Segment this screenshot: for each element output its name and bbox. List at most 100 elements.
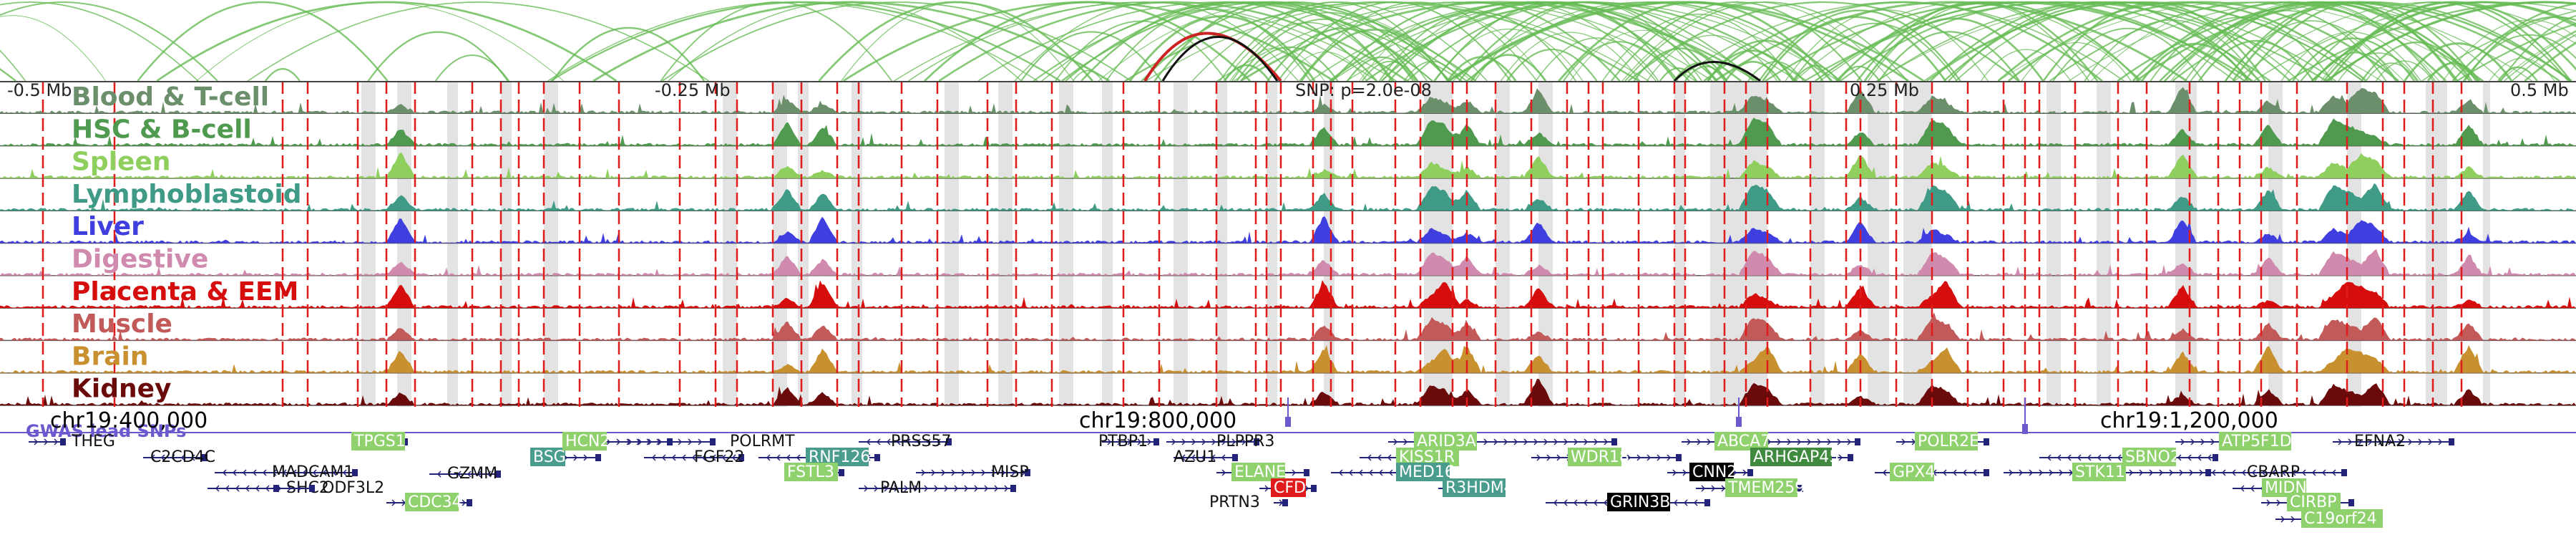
gene-strand-arrow	[573, 454, 578, 461]
gene-strand-arrow	[1107, 438, 1112, 445]
gene-strand-arrow	[884, 485, 889, 492]
gene-exon	[946, 438, 952, 445]
gene-strand-arrow	[1377, 454, 1382, 461]
gene-strand-arrow	[1348, 469, 1353, 476]
gene-exon	[1797, 485, 1803, 492]
interaction-arc	[1659, 67, 1697, 82]
gene-strand-arrow	[2251, 469, 2256, 476]
gene-label: MED16	[1399, 463, 1455, 481]
highlight-region	[2097, 81, 2111, 407]
track-label: HSC & B-cell	[72, 115, 252, 144]
gene-gzmm: GZMM	[429, 465, 501, 483]
interaction-arc	[2170, 1, 2439, 82]
interaction-arc	[1277, 1, 1511, 82]
gene-label-background	[1414, 432, 1477, 450]
gene-strand-arrow	[1962, 469, 1967, 476]
interaction-arc	[1795, 1, 2142, 82]
gene-azu1: AZU1	[1174, 448, 1238, 466]
gene-exon	[1153, 438, 1159, 445]
gene-rnf126: RNF126	[758, 448, 880, 466]
interaction-arc	[1347, 56, 1416, 82]
gene-arhgap45: ARHGAP45	[1750, 448, 1853, 466]
gene-strand-arrow	[1594, 438, 1599, 445]
interaction-arc	[1724, 61, 1782, 82]
track-label: Placenta & EEM	[72, 277, 298, 307]
gene-strand-arrow	[984, 485, 989, 492]
interaction-arc	[2442, 19, 2576, 82]
gene-odf3l2: ODF3L2	[272, 479, 384, 497]
interaction-arc	[1309, 1, 1760, 82]
gene-strand-arrow	[1201, 438, 1206, 445]
gene-strand-arrow	[436, 471, 441, 478]
gene-palm: PALM	[859, 479, 1016, 497]
gene-strand-arrow	[1777, 438, 1782, 445]
gene-strand-arrow	[287, 485, 292, 492]
gene-label-background	[351, 432, 405, 450]
gene-sbno2: SBNO2	[2039, 448, 2218, 466]
gene-atp5f1d: ATP5F1D	[2175, 432, 2292, 450]
interaction-arc	[1128, 15, 1316, 82]
interaction-arc	[2464, 16, 2576, 82]
interaction-arc	[1141, 1, 1451, 82]
gene-strand-arrow	[991, 469, 996, 476]
gene-strand-arrow	[1004, 485, 1009, 492]
interaction-arc	[592, 1, 1111, 82]
gene-strand-arrow	[2211, 469, 2216, 476]
gene-strand-arrow	[2190, 438, 2195, 445]
gene-strand-arrow	[1901, 438, 1906, 445]
interaction-arc	[2499, 14, 2576, 82]
gene-strand-arrow	[904, 485, 909, 492]
gene-strand-arrow	[944, 485, 949, 492]
gene-strand-arrow	[1817, 438, 1822, 445]
gene-strand-arrow	[342, 469, 347, 476]
gene-strand-arrow	[1807, 438, 1812, 445]
gene-strand-arrow	[1797, 438, 1802, 445]
gene-strand-arrow	[2067, 454, 2072, 461]
gene-strand-arrow	[2358, 438, 2363, 445]
gene-strand-arrow	[1563, 438, 1568, 445]
gene-strand-arrow	[1211, 454, 1216, 461]
gene-strand-arrow	[2207, 454, 2212, 461]
interaction-arc	[2021, 42, 2132, 82]
position-axis: -0.5 Mb -0.25 Mb SNP: p=2.0e-08 0.25 Mb …	[0, 80, 2576, 100]
gene-strand-arrow	[661, 454, 666, 461]
gene-strand-arrow	[2280, 516, 2285, 523]
snp-label: SNP: p=2.0e-08	[1295, 80, 1432, 100]
gene-prtn3: PRTN3	[1209, 493, 1288, 511]
gene-strand-arrow	[1942, 469, 1947, 476]
gene-strand-arrow	[302, 469, 307, 476]
interaction-arc	[1611, 1, 1863, 82]
interaction-arc	[2421, 10, 2576, 82]
interaction-arc	[2325, 1, 2576, 82]
interaction-arc	[1535, 37, 1659, 82]
gene-label-background	[2287, 493, 2341, 511]
interaction-arc	[2311, 1, 2576, 82]
interaction-arc	[1448, 1, 1909, 82]
gene-label-background	[530, 448, 565, 466]
interaction-arc	[1223, 64, 1270, 82]
interaction-arc	[1747, 61, 1805, 82]
gene-strand-arrow	[2240, 485, 2245, 492]
gene-strand-arrow	[1011, 469, 1016, 476]
gene-strand-arrow	[1231, 438, 1236, 445]
gene-strand-arrow	[1513, 438, 1518, 445]
interaction-arc	[1792, 22, 1958, 82]
interaction-arc	[1446, 56, 1517, 82]
gene-label: R3HDM4	[1445, 479, 1514, 497]
gene-label-background	[2072, 463, 2126, 481]
gene-strand-arrow	[1636, 454, 1641, 461]
interaction-arc	[1601, 14, 1794, 82]
gene-label: ARHGAP45	[1753, 448, 1839, 466]
highlight-region	[501, 81, 512, 407]
gene-strand-arrow	[2129, 469, 2134, 476]
gene-strand-arrow	[974, 485, 979, 492]
gene-strand-arrow	[1837, 438, 1842, 445]
gene-strand-arrow	[447, 471, 452, 478]
gene-strand-arrow	[921, 469, 926, 476]
gene-strand-arrow	[1358, 469, 1363, 476]
gene-strand-arrow	[2019, 469, 2024, 476]
gene-strand-arrow	[2290, 516, 2296, 523]
gene-strand-arrow	[1338, 469, 1343, 476]
gene-strand-arrow	[711, 454, 716, 461]
